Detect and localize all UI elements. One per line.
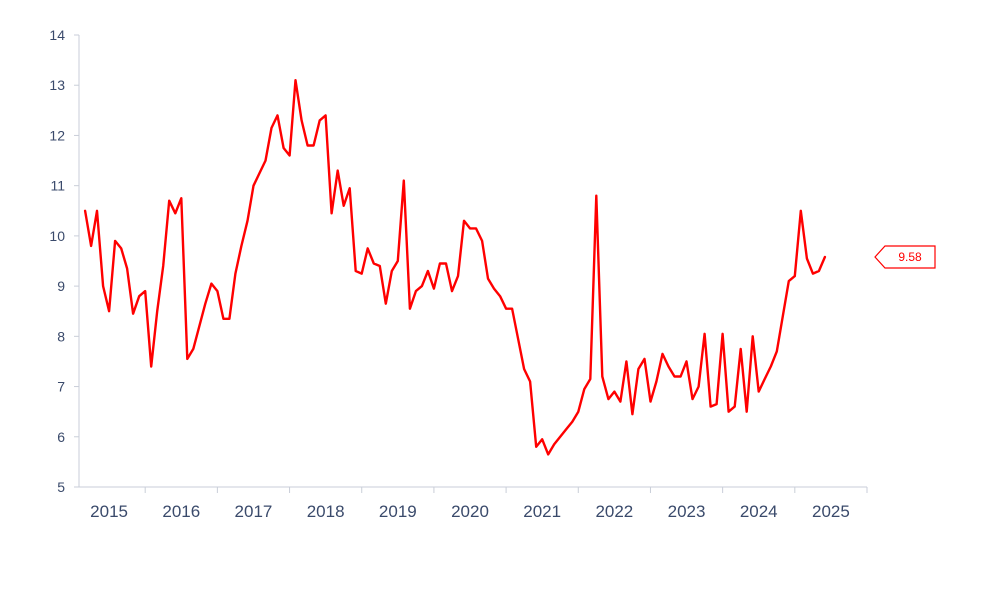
y-tick-label: 6	[57, 429, 65, 445]
last-value-label: 9.58	[898, 250, 922, 264]
y-axis: 5 6 7 8 9 10 11 12 13 14	[49, 27, 80, 495]
x-tick-label: 2025	[812, 502, 850, 521]
y-tick-label: 5	[57, 479, 65, 495]
x-tick-label: 2016	[162, 502, 200, 521]
x-axis: 2015 2016 2017 2018 2019 2020 2021 2022 2023 2024…	[79, 486, 868, 521]
x-tick-label: 2022	[595, 502, 633, 521]
y-tick-label: 13	[49, 77, 65, 93]
y-tick-label: 10	[49, 228, 65, 244]
plot-area	[83, 78, 827, 456]
series-line	[83, 78, 827, 456]
x-tick-label: 2015	[90, 502, 128, 521]
x-tick-label: 2018	[307, 502, 345, 521]
y-tick-label: 9	[57, 278, 65, 294]
y-tick-label: 11	[50, 178, 65, 194]
x-tick-label: 2023	[668, 502, 706, 521]
y-tick-label: 8	[57, 328, 65, 344]
x-tick-label: 2020	[451, 502, 489, 521]
y-tick-label: 14	[49, 27, 65, 43]
x-tick-label: 2021	[523, 502, 561, 521]
x-tick-label: 2019	[379, 502, 417, 521]
y-tick-label: 7	[57, 379, 65, 395]
last-value-box	[874, 245, 936, 269]
x-tick-label: 2024	[740, 502, 778, 521]
last-value-callout: 9.58	[874, 245, 936, 269]
x-tick-label: 2017	[235, 502, 273, 521]
y-tick-label: 12	[49, 127, 65, 143]
